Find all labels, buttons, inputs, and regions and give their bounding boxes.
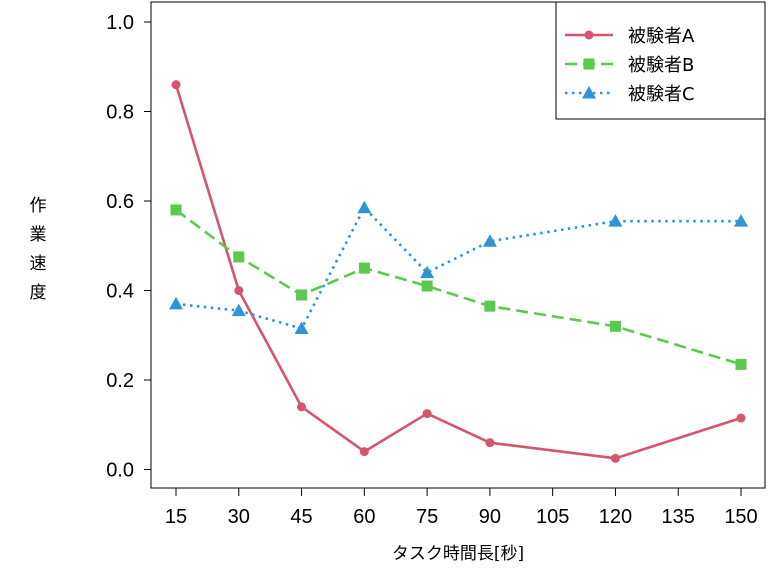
- data-point: [482, 234, 497, 247]
- data-point: [609, 320, 621, 332]
- y-tick-label: 0.6: [106, 191, 134, 213]
- data-point: [735, 358, 747, 370]
- series-1: [171, 80, 746, 463]
- legend-label: 被験者B: [628, 55, 694, 76]
- data-point: [294, 321, 309, 335]
- y-tick-label: 0.8: [106, 102, 134, 124]
- x-tick-label: 45: [290, 506, 312, 528]
- series-2: [170, 204, 747, 370]
- data-point: [234, 286, 244, 295]
- y-label-char: 速: [30, 254, 47, 274]
- data-point: [420, 265, 435, 279]
- data-point: [233, 251, 245, 263]
- x-tick-label: 30: [228, 506, 250, 528]
- x-tick-label: 120: [599, 506, 632, 528]
- legend-marker: [583, 58, 595, 70]
- y-label-char: 業: [30, 225, 47, 245]
- data-point: [357, 200, 372, 214]
- x-tick-label: 105: [536, 506, 569, 528]
- data-point: [485, 438, 495, 448]
- data-point: [359, 447, 369, 457]
- data-point: [171, 80, 181, 90]
- x-tick-label: 150: [724, 506, 757, 528]
- data-point: [296, 289, 308, 301]
- legend-label: 被験者C: [628, 84, 695, 105]
- x-tick-label: 135: [662, 506, 695, 528]
- data-point: [169, 296, 183, 310]
- data-point: [610, 453, 620, 463]
- data-point: [734, 214, 748, 227]
- y-tick-label: 1.0: [106, 12, 134, 34]
- x-tick-label: 90: [479, 506, 501, 528]
- y-tick-label: 0.0: [106, 460, 134, 482]
- data-point: [736, 413, 746, 423]
- series-line: [174, 84, 742, 460]
- data-point: [231, 303, 246, 317]
- data-point: [422, 409, 432, 419]
- data-point: [297, 402, 307, 412]
- y-label-char: 作: [30, 196, 47, 216]
- data-point: [170, 204, 182, 216]
- x-tick-label: 75: [416, 506, 438, 528]
- data-point: [358, 262, 370, 274]
- legend: 被験者A 被験者B 被験者C: [555, 1, 766, 120]
- plot-frame: [150, 1, 766, 489]
- axes: 0.0 0.2 0.4 0.6 0.8 1.0 15 30 45 60 75 90 105 120 135 1…: [106, 1, 766, 528]
- data-point: [484, 300, 496, 312]
- legend-marker: [584, 30, 594, 40]
- y-tick-label: 0.2: [106, 370, 134, 392]
- data-point: [421, 280, 433, 292]
- x-tick-label: 60: [353, 506, 375, 528]
- y-tick-label: 0.4: [106, 281, 134, 303]
- series-line: [175, 206, 741, 330]
- y-label-char: 度: [30, 283, 47, 303]
- legend-marker: [582, 86, 596, 99]
- data-point: [608, 214, 623, 227]
- x-tick-label: 15: [165, 506, 187, 528]
- legend-label: 被験者A: [628, 26, 695, 47]
- series-area: [169, 80, 748, 463]
- x-axis-label: タスク時間長[秒]: [392, 544, 524, 564]
- series-line: [175, 208, 742, 366]
- series-3: [169, 200, 748, 335]
